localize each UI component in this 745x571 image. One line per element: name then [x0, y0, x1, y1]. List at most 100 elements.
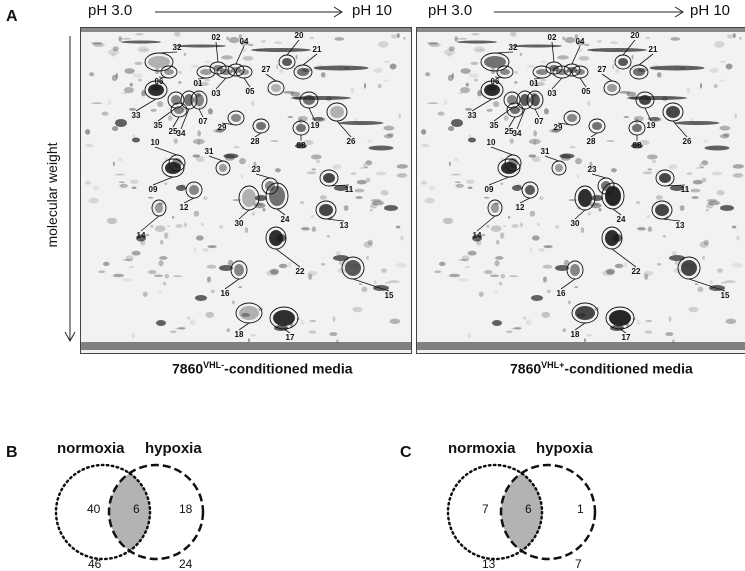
caption-superscript: VHL+: [541, 360, 565, 370]
spot-mark: [220, 69, 232, 75]
spot-leader: [283, 328, 291, 334]
spot-label: 02: [212, 33, 221, 42]
spot-label: 22: [632, 267, 641, 276]
spot-mark: [501, 162, 517, 174]
spot-mark: [491, 203, 499, 213]
venn-c-left-total: 13: [482, 557, 496, 571]
spot-leader: [551, 41, 555, 63]
spot-09: 09: [485, 158, 521, 194]
spot-label: 16: [221, 289, 230, 298]
spot-leader: [560, 278, 576, 290]
panel-label-a: A: [6, 8, 18, 25]
caption-suffix: -conditioned media: [224, 360, 353, 377]
spot-leader: [215, 77, 227, 90]
venn-c-left-only: 7: [482, 502, 489, 516]
spot-08: 08: [292, 120, 310, 150]
spot-leader: [591, 173, 607, 179]
spot-11: 11: [319, 169, 354, 194]
spot-label: 33: [468, 111, 477, 120]
spot-mark: [239, 69, 249, 75]
spot-label: 29: [554, 123, 563, 132]
spot-label: 30: [235, 219, 244, 228]
spot-leader: [488, 176, 510, 186]
spot-24: 24: [265, 182, 290, 224]
spot-label: 07: [199, 117, 208, 126]
venn-c-overlap: [501, 465, 542, 559]
spot-mark: [549, 65, 559, 71]
spot-mark: [520, 94, 530, 106]
spot-leader: [644, 107, 652, 122]
spot-32: 32: [144, 43, 182, 72]
spot-label: 35: [154, 121, 163, 130]
spot-mark: [609, 310, 631, 326]
spot-leader: [265, 73, 277, 82]
spot-leader: [158, 76, 170, 79]
spot-mark: [171, 95, 181, 105]
spot-21: 21: [293, 45, 322, 80]
spot-mark: [303, 95, 315, 105]
spot-mark: [605, 186, 621, 206]
spot-13: 13: [315, 200, 349, 230]
caption-base: 7860: [172, 360, 204, 377]
spot-mark: [194, 94, 204, 106]
spot-14: 14: [137, 199, 167, 240]
spot-label: 26: [683, 137, 692, 146]
spot-leader: [601, 73, 613, 82]
gel-texture: [81, 28, 411, 350]
spot-17: 17: [605, 306, 635, 342]
spot-leader: [619, 328, 627, 334]
spot-mark: [256, 122, 266, 130]
spot-mark: [655, 204, 669, 216]
spot-label: 10: [151, 138, 160, 147]
spot-mark: [500, 69, 510, 75]
spot-33: 33: [468, 80, 504, 120]
spot-08: 08: [628, 120, 646, 150]
caption-suffix: -conditioned media: [564, 360, 693, 377]
venn-c-right-total: 7: [575, 557, 582, 571]
venn-b-right-only: 18: [179, 502, 193, 516]
spot-label: 33: [132, 111, 141, 120]
spot-19: 19: [635, 91, 656, 130]
spot-leader: [571, 45, 581, 65]
spot-mark: [242, 189, 256, 207]
spot-26: 26: [326, 102, 356, 146]
venn-c-diagram: [446, 463, 597, 561]
venn-c-normoxia-circle: [446, 463, 544, 561]
spot-label: 04: [576, 37, 585, 46]
spot-leader: [135, 98, 157, 112]
spot-leader: [494, 76, 506, 79]
spot-24: 24: [601, 182, 626, 224]
spot-leader: [183, 197, 195, 204]
spot-leader: [255, 173, 271, 179]
spot-leader: [519, 197, 531, 204]
spot-label: 11: [681, 185, 690, 194]
spot-leader: [328, 184, 350, 187]
spot-mark: [234, 264, 244, 276]
gel-caption-vhl-plus: 7860VHL+-conditioned media: [510, 360, 693, 377]
panel-label-c: C: [400, 444, 412, 461]
spot-mark: [666, 106, 680, 118]
spot-label: 30: [571, 219, 580, 228]
spot-leader: [544, 155, 560, 162]
spot-13: 13: [651, 200, 685, 230]
venn-b-diagram: [54, 463, 205, 561]
spot-19: 19: [299, 91, 320, 130]
spot-mark: [184, 94, 194, 106]
spot-leader: [672, 120, 688, 138]
spot-mark: [165, 162, 181, 174]
spot-label: 24: [281, 215, 290, 224]
spot-label: 31: [541, 147, 550, 156]
spot-mark: [330, 106, 344, 118]
spot-label: 16: [557, 289, 566, 298]
spot-leader: [215, 41, 219, 63]
spot-26: 26: [662, 102, 692, 146]
spot-label: 12: [516, 203, 525, 212]
spot-leader: [476, 215, 496, 232]
spot-label: 25: [505, 127, 514, 136]
spot-25: 25: [505, 102, 524, 136]
spot-mark: [296, 124, 306, 132]
mw-axis-label: molecular weight: [44, 142, 60, 248]
spot-leader: [158, 51, 178, 54]
spot-label: 01: [530, 79, 539, 88]
spot-label: 03: [548, 89, 557, 98]
